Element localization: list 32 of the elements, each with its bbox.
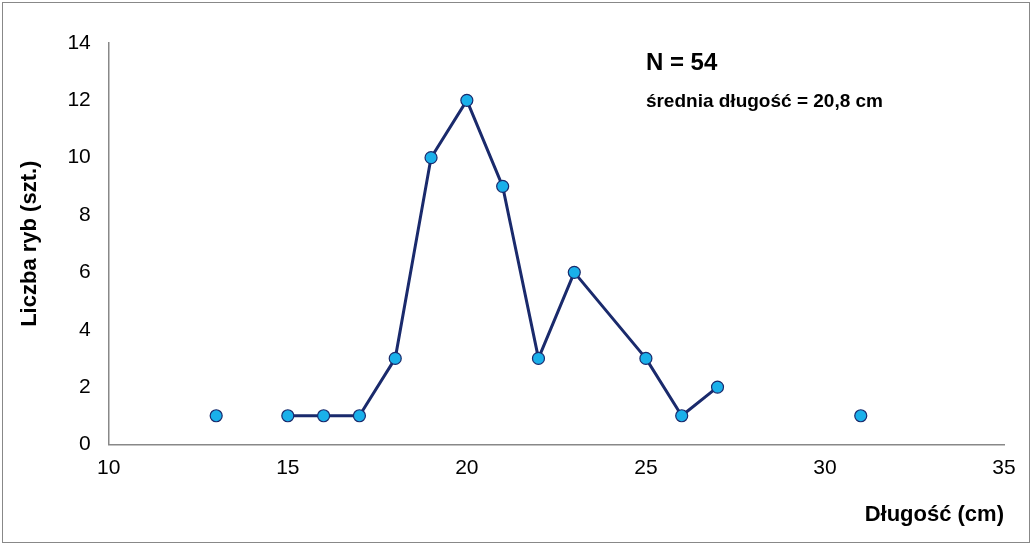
annotation: N = 54 (645, 48, 718, 75)
y-tick-label: 2 (79, 373, 91, 397)
point (639, 351, 653, 365)
annotation: średnia długość = 20,8 cm (645, 90, 883, 111)
y-tick-label: 12 (67, 87, 91, 111)
y-tick-label: 10 (67, 144, 91, 168)
x-axis-title: Długość (cm) (864, 500, 1004, 526)
point (281, 409, 295, 423)
y-tick-label: 14 (67, 29, 92, 53)
point (460, 93, 474, 107)
x-tick-label: 30 (813, 454, 837, 478)
point (531, 351, 546, 365)
point (317, 409, 331, 423)
y-tick-label: 4 (79, 316, 92, 340)
point (675, 409, 689, 423)
x-tick-label: 10 (97, 454, 121, 478)
point (209, 409, 223, 423)
y-tick-label: 0 (79, 431, 91, 455)
y-axis-title: Liczba ryb (szt.) (16, 160, 42, 327)
x-tick-label: 20 (455, 454, 479, 478)
y-tick-label: 8 (79, 201, 91, 225)
point (352, 409, 367, 423)
point (496, 179, 510, 193)
y-tick-label: 6 (79, 259, 91, 283)
point (567, 265, 581, 279)
x-tick-label: 35 (992, 454, 1016, 478)
point (854, 409, 868, 423)
x-tick-label: 15 (276, 454, 300, 478)
point (388, 351, 402, 365)
x-tick-label: 25 (634, 454, 658, 478)
point (424, 151, 438, 165)
point (710, 380, 725, 394)
